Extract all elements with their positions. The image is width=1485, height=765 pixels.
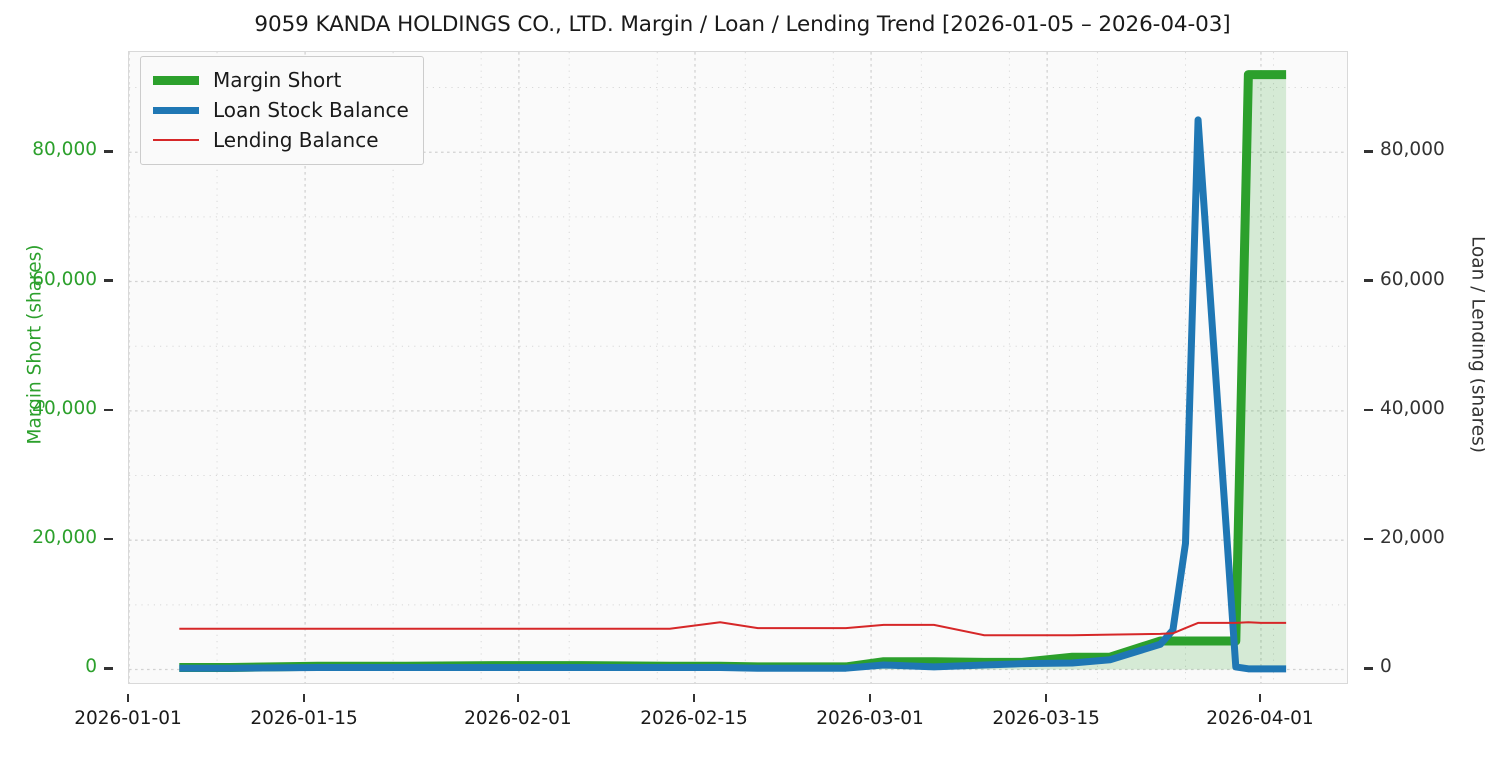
x-axis-tickmark [517,694,519,702]
legend-swatch-lending-balance [153,139,199,141]
x-axis-tickmark [1259,694,1261,702]
legend-label-loan-stock-balance: Loan Stock Balance [213,98,409,122]
y-axis-left-tickmark [104,667,113,670]
legend-label-margin-short: Margin Short [213,68,342,92]
legend-swatch-loan-stock-balance [153,106,199,114]
x-axis-tick-label: 2026-01-15 [250,708,358,729]
y-axis-right-tick-label: 60,000 [1380,268,1445,290]
y-axis-left-tickmark [104,279,113,282]
y-axis-right-tickmark [1364,279,1373,282]
legend-label-lending-balance: Lending Balance [213,128,379,152]
y-axis-left-tick-label: 60,000 [32,268,97,290]
y-axis-left-tick-label: 0 [85,656,97,678]
y-axis-right-tickmark [1364,667,1373,670]
y-axis-left-ticks: 0 20,000 40,000 60,000 80,000 [0,51,113,684]
x-axis-tick-label: 2026-04-01 [1206,708,1314,729]
y-axis-left-tick-label: 80,000 [32,139,97,161]
x-axis-tick-label: 2026-03-15 [992,708,1100,729]
y-axis-right-ticks: 0 20,000 40,000 60,000 80,000 [1364,51,1484,684]
y-axis-right-title: Loan / Lending (shares) [1467,235,1485,454]
y-axis-left-tickmark [104,149,113,153]
x-axis-tickmark [303,694,305,702]
x-axis-tickmark [869,694,871,702]
y-axis-left-title: Margin Short (shares) [24,244,46,445]
x-axis-tickmark [127,694,129,702]
y-axis-left-tickmark [104,408,113,412]
y-axis-right-tick-label: 40,000 [1380,397,1445,419]
legend-swatch-margin-short [153,75,199,85]
x-axis-tick-label: 2026-02-01 [464,708,572,729]
y-axis-right-tick-label: 20,000 [1380,527,1445,549]
y-axis-right-tickmark [1364,149,1373,153]
y-axis-left-tick-label: 40,000 [32,397,97,419]
y-axis-right-tickmark [1364,537,1373,541]
legend-item-lending-balance: Lending Balance [153,125,409,155]
series-lines [179,70,1287,673]
y-axis-left-tickmark [104,537,113,541]
y-axis-right-tick-label: 0 [1380,656,1392,678]
x-axis-tick-label: 2026-03-01 [816,708,924,729]
x-axis-tick-label: 2026-02-15 [640,708,748,729]
legend-item-loan-stock-balance: Loan Stock Balance [153,95,409,125]
x-axis-ticks: 2026-01-01 2026-01-15 2026-02-01 2026-02-15… [0,694,1485,734]
y-axis-right-tickmark [1364,408,1373,412]
x-axis-tick-label: 2026-01-01 [74,708,182,729]
y-axis-right-tick-label: 80,000 [1380,139,1445,161]
x-axis-tickmark [1045,694,1047,702]
x-axis-tickmark [693,694,695,702]
chart-legend: Margin Short Loan Stock Balance Lending … [140,56,424,165]
series-line-lending-balance [179,621,1287,637]
series-line-loan-stock-balance [179,116,1287,673]
y-axis-left-tick-label: 20,000 [32,527,97,549]
chart-title: 9059 KANDA HOLDINGS CO., LTD. Margin / L… [254,12,1231,37]
plot-canvas [129,52,1347,683]
legend-item-margin-short: Margin Short [153,65,409,95]
